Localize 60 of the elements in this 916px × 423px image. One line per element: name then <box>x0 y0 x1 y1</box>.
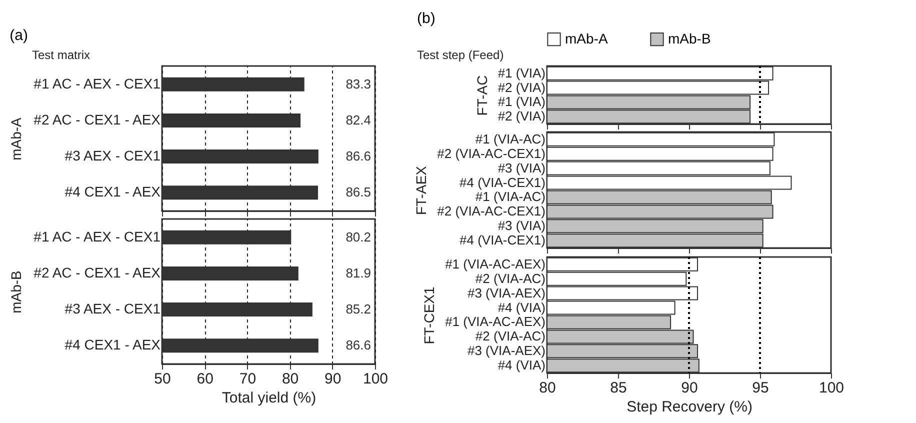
y-axis-title: FT-AEX <box>413 165 430 216</box>
y-tick-label: #2 (VIA-AC-CEX1) <box>437 204 546 219</box>
y-tick-label: #2 (VIA-AC-CEX1) <box>437 146 546 161</box>
x-tick-label: 90 <box>324 370 342 388</box>
y-tick-label: #1 (VIA-AC-AEX) <box>445 256 546 272</box>
y-tick-label: #1 AC - AEX - CEX1 <box>34 228 161 244</box>
y-tick-label: #3 (VIA) <box>498 160 546 176</box>
y-tick-label: #2 AC - CEX1 - AEX <box>34 111 162 128</box>
y-tick-label: #1 (VIA-AC) <box>475 189 546 204</box>
x-tick-label: 60 <box>196 370 214 388</box>
y-tick-label: #1 (VIA-AC-AEX) <box>445 314 546 330</box>
y-tick-label: #4 CEX1 - AEX <box>64 184 162 200</box>
x-axis-title: Step Recovery (%) <box>626 398 752 416</box>
text: (b) <box>417 10 436 27</box>
data-label: 81.9 <box>346 265 371 280</box>
data-label: 86.6 <box>346 148 371 164</box>
legend-label: mAb-A <box>565 30 608 46</box>
y-tick-label: #1 AC - AEX - CEX1 <box>34 75 161 92</box>
x-tick-label: 80 <box>539 380 556 396</box>
y-tick-label: #4 (VIA-CEX1) <box>460 232 546 248</box>
data-label: 82.4 <box>346 112 371 128</box>
y-tick-label: #1 (VIA) <box>498 65 546 80</box>
x-tick-label: 50 <box>154 370 171 388</box>
y-tick-label: #3 (VIA-AEX) <box>467 285 546 300</box>
y-tick-label: #4 (VIA) <box>498 300 546 315</box>
y-tick-label: #2 (VIA-AC) <box>475 270 546 286</box>
x-tick-label: 70 <box>239 370 256 388</box>
y-axis-title: mAb-A <box>8 116 24 160</box>
y-tick-label: #2 AC - CEX1 - AEX <box>34 264 162 280</box>
x-tick-label: 100 <box>362 370 388 388</box>
y-tick-label: #2 (VIA-AC) <box>475 328 546 344</box>
data-label: 85.2 <box>346 302 371 317</box>
y-tick-label: #3 AEX - CEX1 <box>64 300 161 317</box>
text: Test step (Feed) <box>417 48 504 62</box>
x-tick-label: 85 <box>610 380 627 396</box>
data-label: 83.3 <box>346 76 371 92</box>
y-tick-label: #1 (VIA-AC) <box>475 131 546 146</box>
data-label: 86.6 <box>346 338 371 353</box>
x-axis-title: Total yield (%) <box>222 390 316 406</box>
y-tick-label: #3 AEX - CEX1 <box>64 148 161 164</box>
y-tick-label: #4 (VIA-CEX1) <box>460 174 546 190</box>
x-tick-label: 90 <box>681 380 698 396</box>
text: (a) <box>10 27 28 44</box>
y-tick-label: #2 (VIA) <box>498 80 546 95</box>
data-label: 80.2 <box>346 229 371 244</box>
y-tick-label: #1 (VIA) <box>498 94 546 110</box>
y-tick-label: #3 (VIA) <box>498 218 546 234</box>
y-tick-label: #4 CEX1 - AEX <box>64 336 162 353</box>
y-axis-title: FT-AC <box>474 75 490 116</box>
x-tick-label: 95 <box>752 380 769 396</box>
data-label: 86.5 <box>346 184 371 200</box>
y-axis-title: mAb-B <box>8 270 24 314</box>
y-tick-label: #4 (VIA) <box>498 358 546 373</box>
text: Test matrix <box>32 48 90 62</box>
y-axis-title: FT-CEX1 <box>421 286 438 344</box>
y-tick-label: #2 (VIA) <box>498 108 546 124</box>
x-tick-label: 80 <box>282 370 299 388</box>
legend-label: mAb-B <box>668 30 711 46</box>
x-tick-label: 100 <box>818 380 844 396</box>
y-tick-label: #3 (VIA-AEX) <box>467 343 546 358</box>
